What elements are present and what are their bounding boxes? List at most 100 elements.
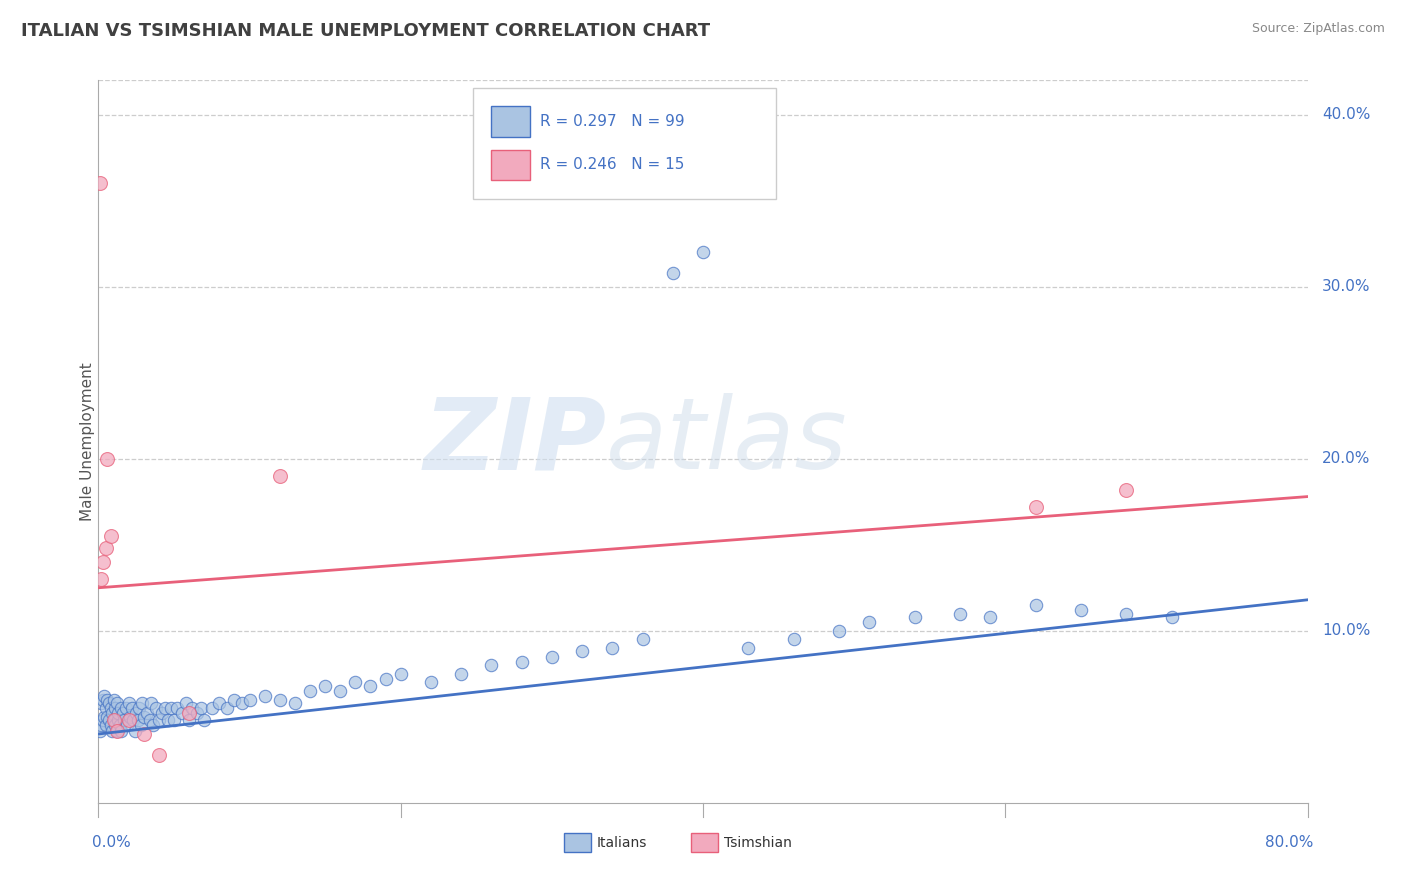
Point — [148, 747, 170, 762]
Point — [181, 701, 204, 715]
FancyBboxPatch shape — [690, 833, 717, 852]
Point — [96, 710, 118, 724]
Point — [156, 713, 179, 727]
Point — [269, 469, 291, 483]
Text: 40.0%: 40.0% — [1322, 107, 1371, 122]
Point — [110, 723, 132, 738]
Point — [104, 718, 127, 732]
Point — [179, 713, 201, 727]
Point — [139, 713, 162, 727]
Point — [179, 706, 201, 721]
Point — [131, 696, 153, 710]
Point — [100, 529, 122, 543]
Point — [174, 696, 197, 710]
Point — [148, 713, 170, 727]
Point — [602, 640, 624, 655]
Point — [208, 696, 231, 710]
Point — [389, 666, 412, 681]
Point — [314, 679, 336, 693]
Point — [104, 701, 127, 715]
Point — [253, 689, 276, 703]
Point — [904, 610, 927, 624]
Point — [661, 266, 683, 280]
Point — [631, 632, 654, 647]
Point — [1024, 500, 1046, 514]
Point — [124, 723, 146, 738]
Point — [190, 701, 212, 715]
Point — [360, 679, 382, 693]
Point — [112, 713, 135, 727]
Point — [571, 644, 593, 658]
Point — [329, 684, 352, 698]
Point — [93, 689, 115, 703]
Point — [105, 723, 128, 738]
Point — [141, 696, 163, 710]
Point — [166, 701, 188, 715]
Point — [125, 706, 148, 721]
Point — [98, 713, 121, 727]
Point — [100, 718, 122, 732]
Point — [737, 640, 759, 655]
Point — [107, 706, 129, 721]
Point — [96, 692, 118, 706]
Point — [110, 701, 132, 715]
Point — [420, 675, 443, 690]
Point — [120, 710, 142, 724]
Point — [269, 692, 291, 706]
Text: 10.0%: 10.0% — [1322, 624, 1371, 639]
Point — [193, 713, 215, 727]
Point — [201, 701, 224, 715]
Point — [979, 610, 1001, 624]
Text: R = 0.246   N = 15: R = 0.246 N = 15 — [540, 157, 685, 172]
Text: Tsimshian: Tsimshian — [724, 836, 792, 849]
Point — [91, 692, 114, 706]
Point — [540, 649, 562, 664]
Point — [142, 718, 165, 732]
Point — [231, 696, 253, 710]
Point — [103, 692, 125, 706]
Point — [100, 701, 122, 715]
Point — [94, 701, 117, 715]
Point — [145, 701, 167, 715]
Point — [1115, 483, 1137, 497]
Point — [128, 701, 150, 715]
Point — [111, 706, 134, 721]
Point — [103, 713, 125, 727]
Text: atlas: atlas — [606, 393, 848, 490]
Point — [284, 696, 307, 710]
Text: 30.0%: 30.0% — [1322, 279, 1371, 294]
Point — [107, 713, 129, 727]
Point — [510, 655, 533, 669]
Point — [122, 713, 145, 727]
Point — [127, 713, 149, 727]
FancyBboxPatch shape — [492, 150, 530, 180]
Point — [89, 723, 111, 738]
Point — [118, 713, 141, 727]
Text: 0.0%: 0.0% — [93, 835, 131, 850]
Point — [91, 713, 114, 727]
FancyBboxPatch shape — [474, 87, 776, 200]
Point — [224, 692, 246, 706]
Point — [132, 727, 155, 741]
Point — [153, 701, 176, 715]
Point — [93, 710, 115, 724]
Point — [150, 706, 173, 721]
Point — [91, 555, 114, 569]
Point — [1024, 598, 1046, 612]
Point — [89, 177, 111, 191]
Point — [98, 696, 121, 710]
Point — [90, 572, 112, 586]
Y-axis label: Male Unemployment: Male Unemployment — [80, 362, 94, 521]
Point — [828, 624, 851, 638]
Point — [129, 718, 152, 732]
Point — [1070, 603, 1092, 617]
Point — [101, 723, 124, 738]
Point — [105, 723, 128, 738]
Point — [858, 615, 880, 630]
Point — [94, 541, 117, 556]
FancyBboxPatch shape — [492, 106, 530, 136]
Point — [96, 451, 118, 466]
Point — [101, 706, 124, 721]
Text: Source: ZipAtlas.com: Source: ZipAtlas.com — [1251, 22, 1385, 36]
Point — [103, 713, 125, 727]
